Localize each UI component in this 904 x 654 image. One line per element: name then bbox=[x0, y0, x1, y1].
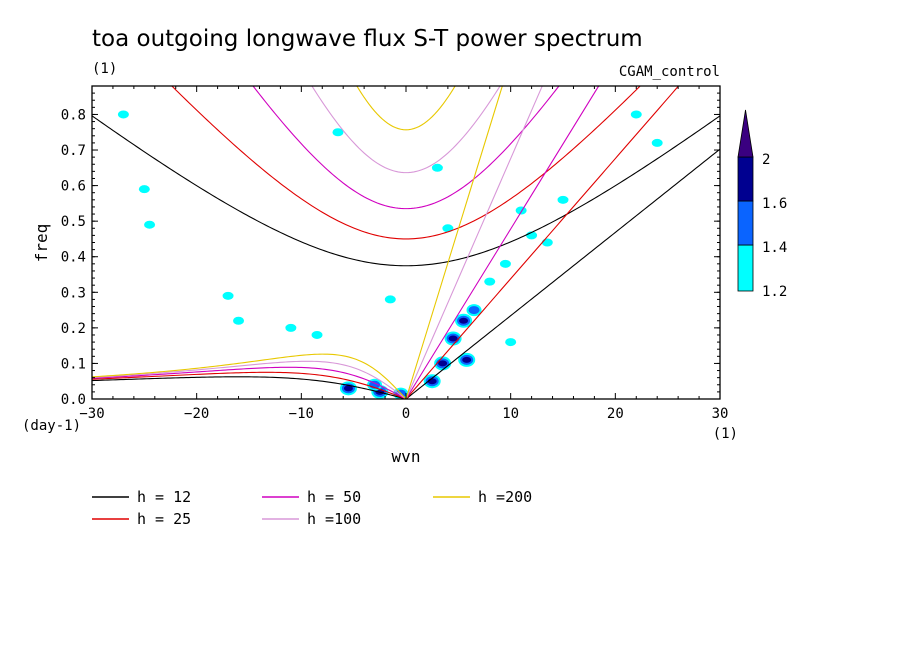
kelvin-wave-curve bbox=[405, 148, 720, 399]
legend-label: h = 12 bbox=[137, 488, 191, 506]
contour-blob bbox=[459, 317, 469, 324]
inertia-gravity-curve bbox=[356, 86, 456, 131]
contour-layer bbox=[117, 110, 663, 399]
contour-blob bbox=[144, 220, 156, 229]
contour-blob bbox=[630, 110, 642, 119]
contour-blob bbox=[222, 291, 234, 300]
colorbar-segment bbox=[737, 156, 754, 202]
rossby-wave-curve bbox=[92, 371, 407, 399]
y-tick-label: 0.7 bbox=[61, 143, 86, 159]
inertia-gravity-curve bbox=[92, 115, 720, 267]
contour-blob bbox=[438, 360, 448, 367]
contour-blob bbox=[117, 110, 129, 119]
x-tick-label: −10 bbox=[289, 406, 314, 422]
x-tick-label: −20 bbox=[184, 406, 209, 422]
y-tick-label: 0.4 bbox=[61, 250, 86, 266]
chart-title: toa outgoing longwave flux S-T power spe… bbox=[92, 26, 643, 52]
y-tick-label: 0.8 bbox=[61, 107, 86, 123]
legend-label: h = 50 bbox=[307, 488, 361, 506]
contour-blob bbox=[505, 338, 517, 347]
contour-blob bbox=[442, 224, 454, 233]
contour-blob bbox=[499, 259, 511, 268]
contour-blob bbox=[484, 277, 496, 286]
colorbar-level-label: 1.4 bbox=[762, 240, 787, 256]
legend: h = 12 h = 25 h = 50 h =100 h =200 bbox=[92, 488, 532, 528]
colorbar-level-label: 1.2 bbox=[762, 284, 787, 300]
x-tick-label: −30 bbox=[79, 406, 104, 422]
chart-subtitle-right: CGAM_control bbox=[619, 64, 720, 80]
y-unit-label: (day-1) bbox=[22, 418, 81, 434]
dispersion-curves bbox=[92, 86, 720, 399]
rossby-wave-curve bbox=[92, 366, 407, 399]
contour-blob bbox=[384, 295, 396, 304]
plot-frame bbox=[91, 85, 721, 400]
contour-blob bbox=[651, 138, 663, 147]
contour-blob bbox=[431, 163, 443, 172]
colorbar-triangle bbox=[737, 109, 754, 158]
contour-blob bbox=[515, 206, 527, 215]
contour-blob bbox=[311, 330, 323, 339]
chart-subtitle-left: (1) bbox=[92, 61, 117, 77]
colorbar-level-label: 2 bbox=[762, 152, 770, 168]
colorbar-segment bbox=[737, 200, 754, 246]
axis-ticks: −30 −20 −10 0 10 20 30 0.0 0.1 0.2 0.3 0.4 0.5 0.6 0.7… bbox=[61, 86, 729, 422]
contour-blob bbox=[541, 238, 553, 247]
contour-blob bbox=[462, 356, 472, 363]
legend-label: h =200 bbox=[478, 488, 532, 506]
x-tick-label: 20 bbox=[607, 406, 624, 422]
kelvin-wave-curve bbox=[405, 86, 543, 399]
kelvin-wave-curve bbox=[405, 86, 503, 399]
contour-blob bbox=[285, 323, 297, 332]
inertia-gravity-curve bbox=[171, 86, 641, 240]
colorbar-level-label: 1.6 bbox=[762, 196, 787, 212]
x-axis-label: wvn bbox=[392, 447, 421, 466]
kelvin-wave-curve bbox=[405, 86, 600, 399]
contour-blob bbox=[468, 306, 480, 315]
inertia-gravity-curve bbox=[252, 86, 560, 210]
rossby-wave-curve bbox=[92, 360, 407, 399]
y-tick-label: 0.5 bbox=[61, 214, 86, 230]
y-tick-label: 0.1 bbox=[61, 356, 86, 372]
rossby-wave-curve bbox=[92, 353, 407, 399]
colorbar-segment bbox=[737, 244, 754, 292]
y-tick-label: 0.2 bbox=[61, 321, 86, 337]
contour-blob bbox=[233, 316, 245, 325]
colorbar: 1.2 1.4 1.6 2 bbox=[737, 109, 787, 300]
kelvin-wave-curve bbox=[405, 86, 680, 399]
y-tick-label: 0.0 bbox=[61, 392, 86, 408]
y-axis-label: freq bbox=[32, 224, 51, 263]
contour-blob bbox=[557, 195, 569, 204]
legend-label: h =100 bbox=[307, 510, 361, 528]
legend-label: h = 25 bbox=[137, 510, 191, 528]
contour-blob bbox=[332, 128, 344, 137]
contour-blob bbox=[448, 335, 458, 342]
x-tick-label: 30 bbox=[712, 406, 729, 422]
inertia-gravity-curve bbox=[311, 86, 501, 174]
x-tick-label: 10 bbox=[502, 406, 519, 422]
contour-blob bbox=[343, 385, 353, 392]
y-tick-label: 0.6 bbox=[61, 179, 86, 195]
contour-blob bbox=[138, 185, 150, 194]
y-tick-label: 0.3 bbox=[61, 285, 86, 301]
x-tick-label: 0 bbox=[402, 406, 410, 422]
x-unit-label: (1) bbox=[713, 426, 738, 442]
rossby-wave-curve bbox=[92, 376, 407, 399]
